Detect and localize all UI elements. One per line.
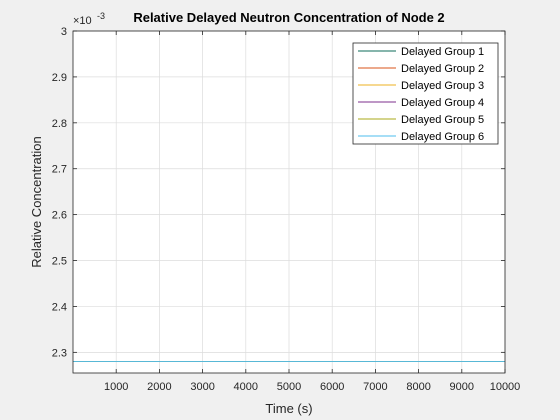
y-tick-label: 2.5 [52, 256, 67, 268]
y-exponent-base: ×10 [73, 15, 92, 27]
y-axis-label: Relative Concentration [29, 136, 44, 268]
x-tick-labels: 1000 2000 3000 4000 5000 6000 7000 8000 9000 1000… [104, 381, 520, 393]
x-axis-label: Time (s) [265, 401, 312, 416]
y-tick-label: 2.7 [52, 164, 67, 176]
y-exponent-power: -3 [97, 11, 105, 21]
y-tick-label: 2.8 [52, 118, 67, 130]
x-tick-label: 6000 [320, 381, 344, 393]
legend-entry-label: Delayed Group 2 [401, 63, 484, 75]
x-tick-label: 3000 [190, 381, 214, 393]
y-exponent: ×10 -3 [73, 11, 105, 27]
x-tick-label: 1000 [104, 381, 128, 393]
x-tick-label: 9000 [450, 381, 474, 393]
x-tick-label: 4000 [234, 381, 258, 393]
x-tick-label: 5000 [277, 381, 301, 393]
legend: Delayed Group 1 Delayed Group 2 Delayed Gr… [352, 42, 499, 145]
legend-entry-label: Delayed Group 6 [401, 131, 484, 143]
legend-box [352, 42, 499, 145]
y-tick-label: 3 [61, 26, 67, 38]
y-tick-label: 2.3 [52, 347, 67, 359]
y-tick-labels: 2.3 2.4 2.5 2.6 2.7 2.8 2.9 3 [52, 26, 67, 359]
y-tick-label: 2.4 [52, 301, 67, 313]
legend-entry-label: Delayed Group 5 [401, 114, 484, 126]
y-tick-label: 2.9 [52, 72, 67, 84]
y-tick-label: 2.6 [52, 210, 67, 222]
x-tick-label: 10000 [490, 381, 521, 393]
x-tick-label: 8000 [406, 381, 430, 393]
x-tick-label: 7000 [363, 381, 387, 393]
x-tick-label: 2000 [147, 381, 171, 393]
ticks [73, 30, 506, 373]
legend-entry-label: Delayed Group 1 [401, 46, 484, 58]
legend-entry-label: Delayed Group 3 [401, 80, 484, 92]
chart-title: Relative Delayed Neutron Concentration o… [133, 10, 444, 25]
legend-entry-label: Delayed Group 4 [401, 97, 484, 109]
